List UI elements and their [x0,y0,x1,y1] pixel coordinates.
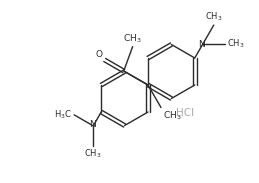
Text: HCl: HCl [176,108,194,118]
Text: O: O [95,50,102,59]
Text: CH$_3$: CH$_3$ [123,32,142,45]
Text: CH$_3$: CH$_3$ [205,11,222,23]
Text: N: N [198,40,205,49]
Text: CH$_3$: CH$_3$ [84,148,102,160]
Text: H$_3$C: H$_3$C [54,109,72,121]
Text: N: N [89,120,96,129]
Text: CH$_3$: CH$_3$ [163,109,182,122]
Text: CH$_3$: CH$_3$ [227,38,244,50]
